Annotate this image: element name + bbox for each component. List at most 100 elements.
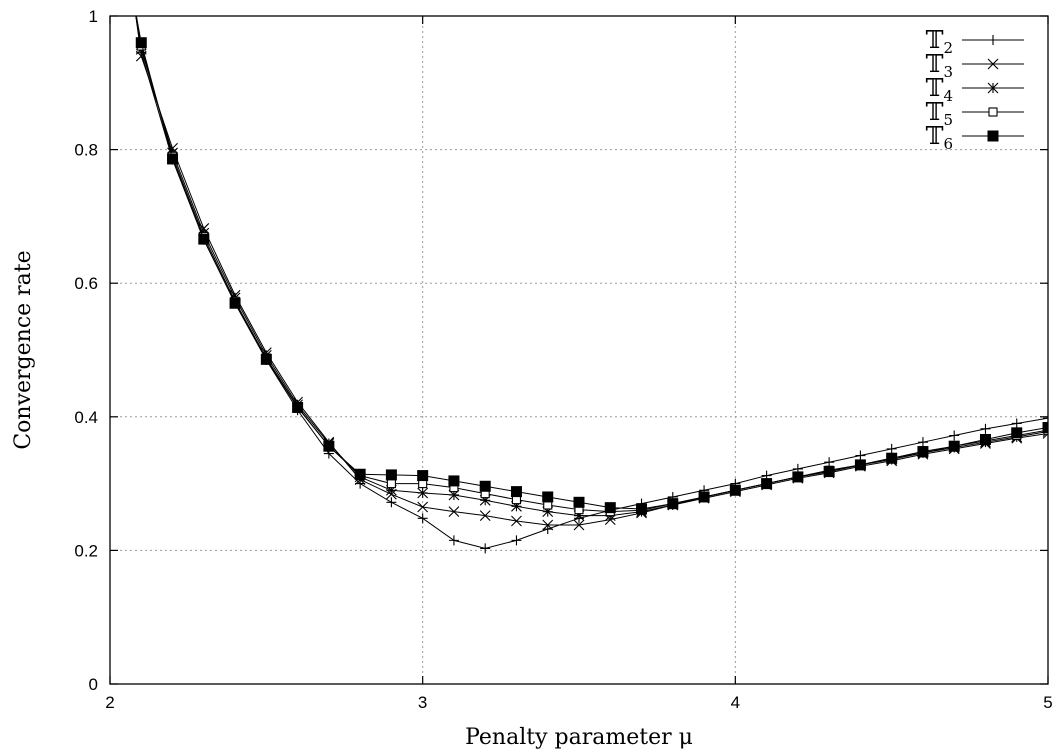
filled-square-marker bbox=[917, 446, 929, 458]
filled-square-marker bbox=[479, 480, 491, 492]
filled-square-marker bbox=[979, 434, 991, 446]
cross-marker bbox=[542, 519, 554, 531]
filled-square-marker bbox=[542, 491, 554, 503]
plus-marker bbox=[417, 513, 428, 524]
filled-square-marker bbox=[636, 503, 648, 515]
legend-item: 𝕋2 bbox=[926, 26, 1024, 57]
legend-item: 𝕋4 bbox=[926, 74, 1024, 105]
filled-square-marker bbox=[448, 475, 460, 487]
legend-label: 𝕋2 bbox=[926, 26, 953, 57]
legend-label-subscript: 3 bbox=[943, 63, 953, 81]
plus-marker bbox=[949, 430, 960, 441]
series-T3 bbox=[135, 16, 1048, 531]
y-tick-label: 0.2 bbox=[74, 541, 98, 560]
filled-square-marker bbox=[667, 498, 679, 510]
open-square-marker bbox=[988, 107, 998, 117]
legend-label-main: 𝕋 bbox=[926, 26, 944, 54]
series-line bbox=[135, 16, 1048, 517]
cross-marker bbox=[479, 510, 491, 522]
series-line bbox=[135, 16, 1048, 526]
series-line bbox=[135, 16, 1048, 549]
axis-layer: 2 3 4 5 0 0.2 0.4 0.6 0.8 1 bbox=[74, 7, 1052, 712]
legend-label: 𝕋6 bbox=[926, 122, 953, 153]
series-T6 bbox=[135, 16, 1048, 515]
legend-label-subscript: 6 bbox=[943, 135, 953, 153]
series-line bbox=[135, 16, 1048, 513]
plus-marker bbox=[824, 457, 835, 468]
x-tick-label: 4 bbox=[731, 693, 740, 712]
filled-square-marker bbox=[510, 486, 522, 498]
filled-square-marker bbox=[260, 353, 272, 365]
plus-marker bbox=[980, 423, 991, 434]
legend-item: 𝕋6 bbox=[926, 122, 1024, 153]
legend-label-subscript: 5 bbox=[943, 111, 953, 129]
y-tick-label: 0.8 bbox=[74, 141, 98, 160]
plus-marker bbox=[448, 535, 459, 546]
filled-square-marker bbox=[385, 469, 397, 481]
filled-square-marker bbox=[987, 130, 999, 142]
filled-square-marker bbox=[792, 471, 804, 483]
cross-marker bbox=[417, 501, 429, 513]
plus-marker bbox=[988, 35, 998, 45]
filled-square-marker bbox=[1042, 421, 1048, 433]
x-tick-label: 2 bbox=[105, 693, 114, 712]
plus-marker bbox=[511, 535, 522, 546]
plus-marker bbox=[1043, 413, 1048, 424]
legend-label-main: 𝕋 bbox=[926, 98, 944, 126]
x-tick-label: 5 bbox=[1043, 693, 1052, 712]
star-marker bbox=[448, 489, 460, 501]
star-marker bbox=[479, 494, 491, 506]
series-T2 bbox=[135, 16, 1048, 554]
legend-label-main: 𝕋 bbox=[926, 122, 944, 150]
plus-marker bbox=[480, 543, 491, 554]
star-marker bbox=[386, 484, 397, 496]
series-T5 bbox=[135, 16, 1048, 517]
legend-label: 𝕋5 bbox=[926, 98, 953, 129]
filled-square-marker bbox=[292, 401, 304, 413]
cross-marker bbox=[987, 58, 999, 70]
plus-marker bbox=[855, 450, 866, 461]
filled-square-marker bbox=[729, 484, 741, 496]
star-marker bbox=[573, 510, 585, 522]
filled-square-marker bbox=[854, 459, 866, 471]
filled-square-marker bbox=[354, 468, 366, 480]
filled-square-marker bbox=[135, 37, 147, 49]
filled-square-marker bbox=[1011, 427, 1023, 439]
legend-item: 𝕋5 bbox=[926, 98, 1024, 129]
cross-marker bbox=[448, 506, 460, 518]
series-line bbox=[135, 16, 1048, 510]
legend-label-main: 𝕋 bbox=[926, 50, 944, 78]
y-tick-label: 0.4 bbox=[74, 408, 98, 427]
y-tick-label: 0.6 bbox=[74, 274, 98, 293]
star-marker bbox=[542, 506, 554, 518]
plus-marker bbox=[1011, 418, 1022, 429]
plus-marker bbox=[917, 437, 928, 448]
x-tick-label: 3 bbox=[418, 693, 427, 712]
legend-item: 𝕋3 bbox=[926, 50, 1024, 81]
legend-label-subscript: 2 bbox=[943, 39, 953, 57]
filled-square-marker bbox=[167, 153, 179, 165]
filled-square-marker bbox=[229, 297, 241, 309]
y-axis-title: Convergence rate bbox=[11, 250, 36, 449]
series-T4 bbox=[135, 16, 1048, 522]
star-marker bbox=[417, 487, 429, 499]
cross-marker bbox=[573, 519, 585, 531]
legend-label-main: 𝕋 bbox=[926, 74, 944, 102]
y-tick-label: 1 bbox=[89, 7, 98, 26]
y-tick-label: 0 bbox=[89, 675, 98, 694]
filled-square-marker bbox=[698, 491, 710, 503]
cross-marker bbox=[511, 515, 522, 527]
filled-square-marker bbox=[948, 440, 960, 452]
grid-layer bbox=[110, 16, 1048, 684]
filled-square-marker bbox=[198, 233, 210, 245]
series-layer bbox=[135, 16, 1048, 554]
star-marker bbox=[987, 82, 999, 94]
plus-marker bbox=[886, 443, 897, 454]
filled-square-marker bbox=[573, 496, 585, 508]
filled-square-marker bbox=[761, 478, 773, 490]
filled-square-marker bbox=[823, 466, 835, 478]
plot-frame bbox=[109, 15, 1049, 685]
star-marker bbox=[511, 500, 522, 512]
